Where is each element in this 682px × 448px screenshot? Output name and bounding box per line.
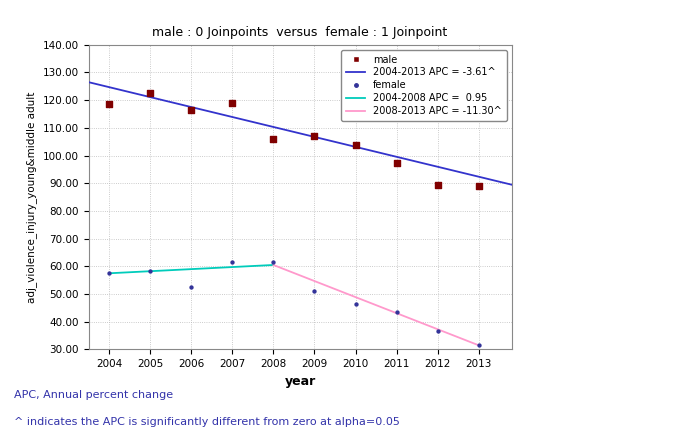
Point [473, 182, 484, 190]
Point [186, 284, 196, 291]
Point [309, 288, 320, 295]
Text: APC, Annual percent change: APC, Annual percent change [14, 390, 173, 400]
Point [432, 181, 443, 188]
Point [104, 270, 115, 277]
Point [227, 258, 238, 266]
Point [268, 258, 279, 266]
Point [350, 300, 361, 307]
Point [227, 99, 238, 107]
Y-axis label: adj_violence_injury_young&middle adult: adj_violence_injury_young&middle adult [27, 91, 38, 303]
Point [350, 141, 361, 148]
Point [145, 267, 155, 274]
Point [391, 159, 402, 166]
Title: male : 0 Joinpoints  versus  female : 1 Joinpoint: male : 0 Joinpoints versus female : 1 Jo… [153, 26, 447, 39]
Point [104, 101, 115, 108]
Point [186, 106, 196, 113]
Text: ^ indicates the APC is significantly different from zero at alpha=0.05: ^ indicates the APC is significantly dif… [14, 417, 400, 426]
Legend: male, 2004-2013 APC = -3.61^, female, 2004-2008 APC =  0.95, 2008-2013 APC = -11: male, 2004-2013 APC = -3.61^, female, 20… [341, 50, 507, 121]
X-axis label: year: year [284, 375, 316, 388]
Point [391, 309, 402, 316]
Point [309, 133, 320, 140]
Point [473, 342, 484, 349]
Point [432, 328, 443, 335]
Point [268, 135, 279, 142]
Point [145, 90, 155, 97]
